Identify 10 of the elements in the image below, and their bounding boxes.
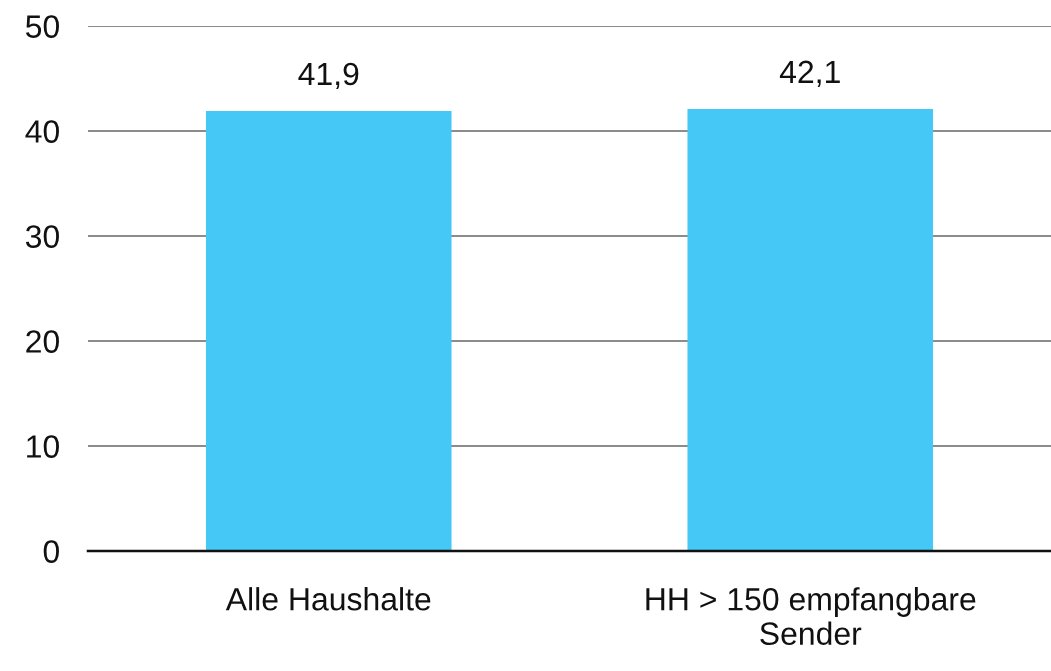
- data-label: 42,1: [779, 60, 840, 87]
- x-tick-label: Alle Haushalte: [225, 587, 431, 611]
- data-label: 41,9: [298, 62, 359, 90]
- y-tick-label: 0: [43, 540, 59, 563]
- y-tick-label: 40: [25, 120, 59, 143]
- y-tick-label: 30: [25, 225, 59, 248]
- y-tick-label: 20: [26, 330, 59, 353]
- y-tick-label: 10: [27, 435, 59, 458]
- x-tick-label: HH > 150 empfangbare Sender: [646, 587, 976, 645]
- y-tick-label: 50: [25, 15, 59, 38]
